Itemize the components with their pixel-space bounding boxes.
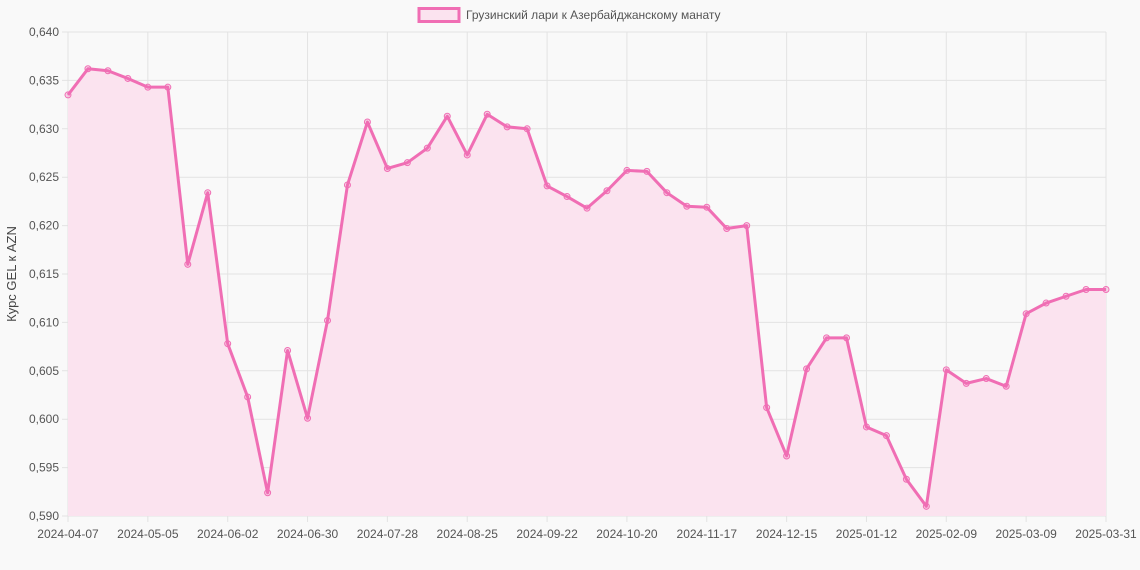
data-point[interactable]: [763, 404, 771, 412]
data-point[interactable]: [64, 91, 72, 99]
data-point[interactable]: [104, 67, 112, 75]
data-point[interactable]: [1002, 382, 1010, 390]
x-tick-label: 2024-11-17: [677, 527, 738, 541]
y-tick-label: 0,630: [29, 122, 59, 136]
y-tick-label: 0,620: [29, 219, 59, 233]
x-tick-label: 2024-07-28: [357, 527, 419, 541]
data-point[interactable]: [823, 334, 831, 342]
data-point[interactable]: [843, 334, 850, 342]
data-point[interactable]: [882, 432, 890, 440]
data-point[interactable]: [443, 112, 451, 120]
x-tick-label: 2024-04-07: [37, 527, 99, 541]
data-point[interactable]: [1062, 292, 1070, 300]
y-tick-label: 0,640: [29, 25, 59, 39]
data-point[interactable]: [324, 316, 331, 324]
data-point[interactable]: [503, 123, 511, 131]
data-point[interactable]: [743, 222, 751, 230]
legend[interactable]: Грузинский лари к Азербайджанскому манат…: [417, 7, 721, 23]
x-tick-label: 2025-01-12: [836, 527, 898, 541]
data-point[interactable]: [723, 225, 731, 232]
legend-swatch[interactable]: [417, 7, 461, 23]
series-layer: [64, 65, 1110, 516]
data-point[interactable]: [803, 365, 811, 373]
data-point[interactable]: [164, 83, 172, 91]
data-point[interactable]: [483, 110, 491, 118]
data-point[interactable]: [643, 167, 651, 175]
data-point[interactable]: [124, 74, 132, 82]
data-point[interactable]: [184, 260, 192, 268]
data-point[interactable]: [1022, 310, 1030, 318]
data-point[interactable]: [304, 414, 312, 422]
x-tick-label: 2024-12-15: [756, 527, 818, 541]
data-point[interactable]: [144, 83, 152, 91]
data-point[interactable]: [244, 393, 252, 401]
x-tick-label: 2024-09-22: [516, 527, 578, 541]
data-point[interactable]: [383, 164, 391, 172]
axes: 0,590 0,595 0,600 0,605 0,610 0,615 0,620 0,625…: [29, 25, 1137, 541]
legend-label[interactable]: Грузинский лари к Азербайджанскому манат…: [466, 8, 721, 22]
data-point[interactable]: [1102, 285, 1110, 293]
y-tick-label: 0,590: [29, 509, 59, 523]
x-tick-label: 2024-06-02: [197, 527, 259, 541]
data-point[interactable]: [902, 475, 910, 483]
data-point[interactable]: [343, 181, 351, 189]
data-point[interactable]: [783, 452, 791, 460]
y-tick-label: 0,610: [29, 315, 59, 329]
data-point[interactable]: [403, 159, 411, 167]
x-tick-label: 2024-06-30: [277, 527, 339, 541]
data-point[interactable]: [463, 151, 471, 159]
y-tick-label: 0,625: [29, 170, 59, 184]
y-tick-label: 0,600: [29, 412, 59, 426]
y-tick-label: 0,615: [29, 267, 59, 281]
data-point[interactable]: [224, 340, 232, 348]
data-point[interactable]: [982, 375, 990, 383]
x-tick-label: 2024-05-05: [117, 527, 179, 541]
data-point[interactable]: [423, 144, 431, 152]
data-point[interactable]: [683, 202, 691, 210]
x-tick-label: 2024-08-25: [437, 527, 499, 541]
data-point[interactable]: [583, 204, 591, 212]
data-point[interactable]: [942, 366, 950, 374]
x-tick-label: 2025-03-09: [995, 527, 1057, 541]
data-point[interactable]: [563, 193, 571, 201]
y-axis-title: Курс GEL к AZN: [4, 226, 19, 322]
data-point[interactable]: [603, 187, 611, 195]
y-tick-label: 0,595: [29, 461, 59, 475]
data-point[interactable]: [1082, 285, 1090, 293]
series-area: [68, 68, 1106, 516]
data-point[interactable]: [523, 125, 531, 133]
data-point[interactable]: [363, 118, 371, 126]
x-tick-label: 2024-10-20: [596, 527, 658, 541]
data-point[interactable]: [284, 346, 292, 354]
data-point[interactable]: [922, 502, 930, 510]
data-point[interactable]: [862, 423, 870, 431]
data-point[interactable]: [663, 189, 671, 197]
data-point[interactable]: [264, 489, 272, 497]
data-point[interactable]: [204, 189, 212, 197]
x-tick-label: 2025-03-31: [1075, 527, 1137, 541]
y-tick-label: 0,635: [29, 73, 59, 87]
data-point[interactable]: [84, 65, 92, 73]
x-tick-label: 2025-02-09: [916, 527, 978, 541]
data-point[interactable]: [623, 166, 631, 174]
data-point[interactable]: [1042, 299, 1050, 307]
y-tick-label: 0,605: [29, 364, 59, 378]
data-point[interactable]: [962, 379, 970, 387]
data-point[interactable]: [703, 203, 711, 211]
data-point[interactable]: [543, 182, 551, 190]
series-line: [66, 67, 1106, 508]
